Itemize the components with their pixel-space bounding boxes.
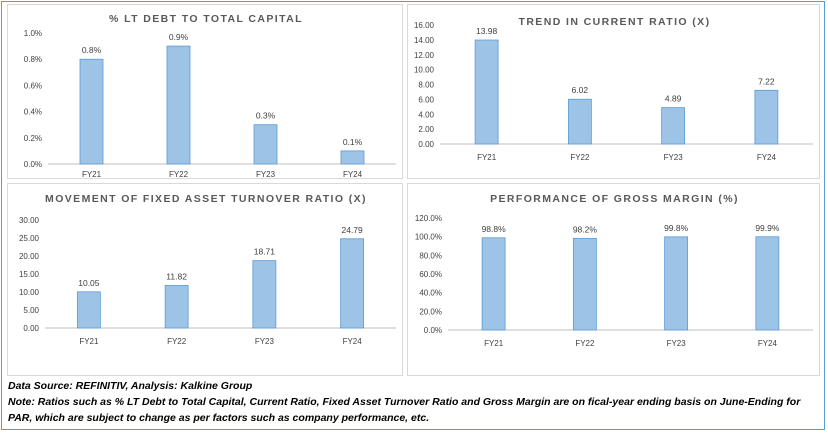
fixed-asset-turnover-y-tick-label: 10.00 — [19, 288, 40, 297]
gross-margin-y-tick-label: 100.0% — [415, 233, 442, 242]
lt-debt-x-tick-label: FY23 — [256, 170, 276, 179]
chart-current-ratio-svg: TREND IN CURRENT RATIO (X) 16.00 14.00 12.0… — [414, 16, 813, 162]
fixed-asset-turnover-data-label: 18.71 — [254, 247, 276, 257]
gross-margin-bar-fy24 — [755, 236, 780, 331]
current-ratio-data-label: 4.89 — [665, 94, 682, 104]
chart-fixed-asset-turnover-svg: MOVEMENT OF FIXED ASSET TURNOVER RATIO (… — [19, 193, 396, 346]
current-ratio-data-label: 13.98 — [476, 26, 498, 36]
lt-debt-y-tick-label: 0.8% — [24, 55, 42, 64]
fixed-asset-turnover-y-tick-label: 5.00 — [23, 306, 39, 315]
chart-lt-debt-svg: % LT DEBT TO TOTAL CAPITAL 1.0% 0.8% 0.6% 0.… — [24, 13, 396, 179]
lt-debt-data-label: 0.3% — [256, 111, 276, 121]
fixed-asset-turnover-bar-fy23 — [252, 260, 277, 329]
current-ratio-y-tick-label: 2.00 — [418, 125, 434, 134]
current-ratio-bar-fy23 — [661, 107, 686, 145]
current-ratio-y-tick-label: 0.00 — [418, 140, 434, 149]
lt-debt-chart-title: % LT DEBT TO TOTAL CAPITAL — [109, 13, 303, 25]
fixed-asset-turnover-x-tick-label: FY23 — [255, 337, 275, 346]
gross-margin-data-label: 99.9% — [755, 223, 780, 233]
gross-margin-y-tick-label: 40.0% — [419, 289, 442, 298]
chart-panel-gross-margin: PERFORMANCE OF GROSS MARGIN (%) 120.0% 100… — [407, 183, 820, 376]
gross-margin-data-label: 99.8% — [664, 223, 689, 233]
gross-margin-bar-fy22 — [572, 237, 597, 331]
fixed-asset-turnover-chart-title: MOVEMENT OF FIXED ASSET TURNOVER RATIO (… — [45, 193, 367, 205]
lt-debt-bar-fy22 — [166, 45, 191, 165]
current-ratio-y-tick-label: 12.00 — [414, 51, 435, 60]
gross-margin-bar-fy23 — [664, 236, 689, 331]
fixed-asset-turnover-x-tick-label: FY22 — [167, 337, 187, 346]
current-ratio-x-tick-label: FY23 — [664, 153, 684, 162]
fixed-asset-turnover-data-label: 11.82 — [166, 271, 187, 281]
chart-gross-margin-svg: PERFORMANCE OF GROSS MARGIN (%) 120.0% 100… — [415, 193, 813, 348]
lt-debt-bar-fy21 — [79, 58, 104, 165]
lt-debt-bar-fy24 — [340, 150, 365, 165]
lt-debt-x-tick-label: FY24 — [343, 170, 363, 179]
current-ratio-y-tick-label: 10.00 — [414, 66, 435, 75]
footer-notes: Data Source: REFINITIV, Analysis: Kalkin… — [8, 378, 820, 426]
gross-margin-y-tick-label: 80.0% — [419, 251, 442, 260]
gross-margin-chart-title: PERFORMANCE OF GROSS MARGIN (%) — [490, 193, 739, 205]
gross-margin-x-tick-label: FY21 — [484, 339, 504, 348]
fixed-asset-turnover-y-tick-label: 30.00 — [19, 216, 40, 225]
lt-debt-y-tick-label: 0.6% — [24, 81, 42, 90]
current-ratio-bar-fy24 — [754, 89, 779, 145]
current-ratio-bar-fy21 — [474, 39, 499, 145]
fixed-asset-turnover-y-tick-label: 20.00 — [19, 252, 40, 261]
chart-panel-current-ratio: TREND IN CURRENT RATIO (X) 16.00 14.00 12.0… — [407, 4, 820, 179]
lt-debt-x-tick-label: FY21 — [82, 170, 102, 179]
gross-margin-bar-fy21 — [481, 237, 506, 331]
current-ratio-y-tick-label: 14.00 — [414, 36, 435, 45]
gross-margin-x-tick-label: FY24 — [758, 339, 778, 348]
current-ratio-y-tick-label: 8.00 — [418, 81, 434, 90]
lt-debt-bar-fy23 — [253, 124, 278, 165]
current-ratio-data-label: 7.22 — [758, 76, 775, 86]
fixed-asset-turnover-data-label: 10.05 — [78, 278, 100, 288]
current-ratio-data-label: 6.02 — [572, 85, 589, 95]
fixed-asset-turnover-data-label: 24.79 — [341, 225, 363, 235]
lt-debt-x-tick-label: FY22 — [169, 170, 189, 179]
current-ratio-chart-title: TREND IN CURRENT RATIO (X) — [519, 16, 711, 28]
note-text: Note: Ratios such as % LT Debt to Total … — [8, 396, 801, 424]
current-ratio-x-tick-label: FY21 — [477, 153, 497, 162]
fixed-asset-turnover-x-tick-label: FY21 — [79, 337, 99, 346]
chart-panel-lt-debt: % LT DEBT TO TOTAL CAPITAL 1.0% 0.8% 0.6% 0.… — [7, 4, 403, 179]
lt-debt-data-label: 0.9% — [169, 32, 189, 42]
fixed-asset-turnover-y-tick-label: 0.00 — [23, 324, 39, 333]
fixed-asset-turnover-bar-fy21 — [76, 291, 101, 329]
gross-margin-y-tick-label: 60.0% — [419, 270, 442, 279]
current-ratio-y-tick-label: 4.00 — [418, 110, 434, 119]
current-ratio-bar-fy22 — [567, 98, 592, 145]
chart-panel-fixed-asset-turnover: MOVEMENT OF FIXED ASSET TURNOVER RATIO (… — [7, 183, 403, 376]
lt-debt-data-label: 0.1% — [343, 137, 363, 147]
lt-debt-y-tick-label: 0.4% — [24, 108, 42, 117]
data-source-text: Data Source: REFINITIV, Analysis: Kalkin… — [8, 380, 253, 392]
fixed-asset-turnover-bar-fy24 — [340, 238, 365, 329]
current-ratio-x-tick-label: FY22 — [570, 153, 590, 162]
lt-debt-data-label: 0.8% — [82, 45, 102, 55]
gross-margin-data-label: 98.2% — [573, 224, 598, 234]
gross-margin-x-tick-label: FY23 — [667, 339, 687, 348]
gross-margin-y-tick-label: 120.0% — [415, 214, 442, 223]
current-ratio-y-tick-label: 16.00 — [414, 21, 435, 30]
gross-margin-y-tick-label: 20.0% — [419, 307, 442, 316]
lt-debt-y-tick-label: 0.2% — [24, 134, 42, 143]
fixed-asset-turnover-x-tick-label: FY24 — [343, 337, 363, 346]
fixed-asset-turnover-y-tick-label: 25.00 — [19, 234, 40, 243]
gross-margin-y-tick-label: 0.0% — [424, 326, 442, 335]
fixed-asset-turnover-y-tick-label: 15.00 — [19, 270, 40, 279]
fixed-asset-turnover-bar-fy22 — [164, 285, 189, 329]
gross-margin-x-tick-label: FY22 — [575, 339, 595, 348]
lt-debt-y-tick-label: 0.0% — [24, 160, 42, 169]
gross-margin-data-label: 98.8% — [482, 224, 507, 234]
lt-debt-y-tick-label: 1.0% — [24, 29, 42, 38]
current-ratio-x-tick-label: FY24 — [757, 153, 777, 162]
current-ratio-y-tick-label: 6.00 — [418, 95, 434, 104]
